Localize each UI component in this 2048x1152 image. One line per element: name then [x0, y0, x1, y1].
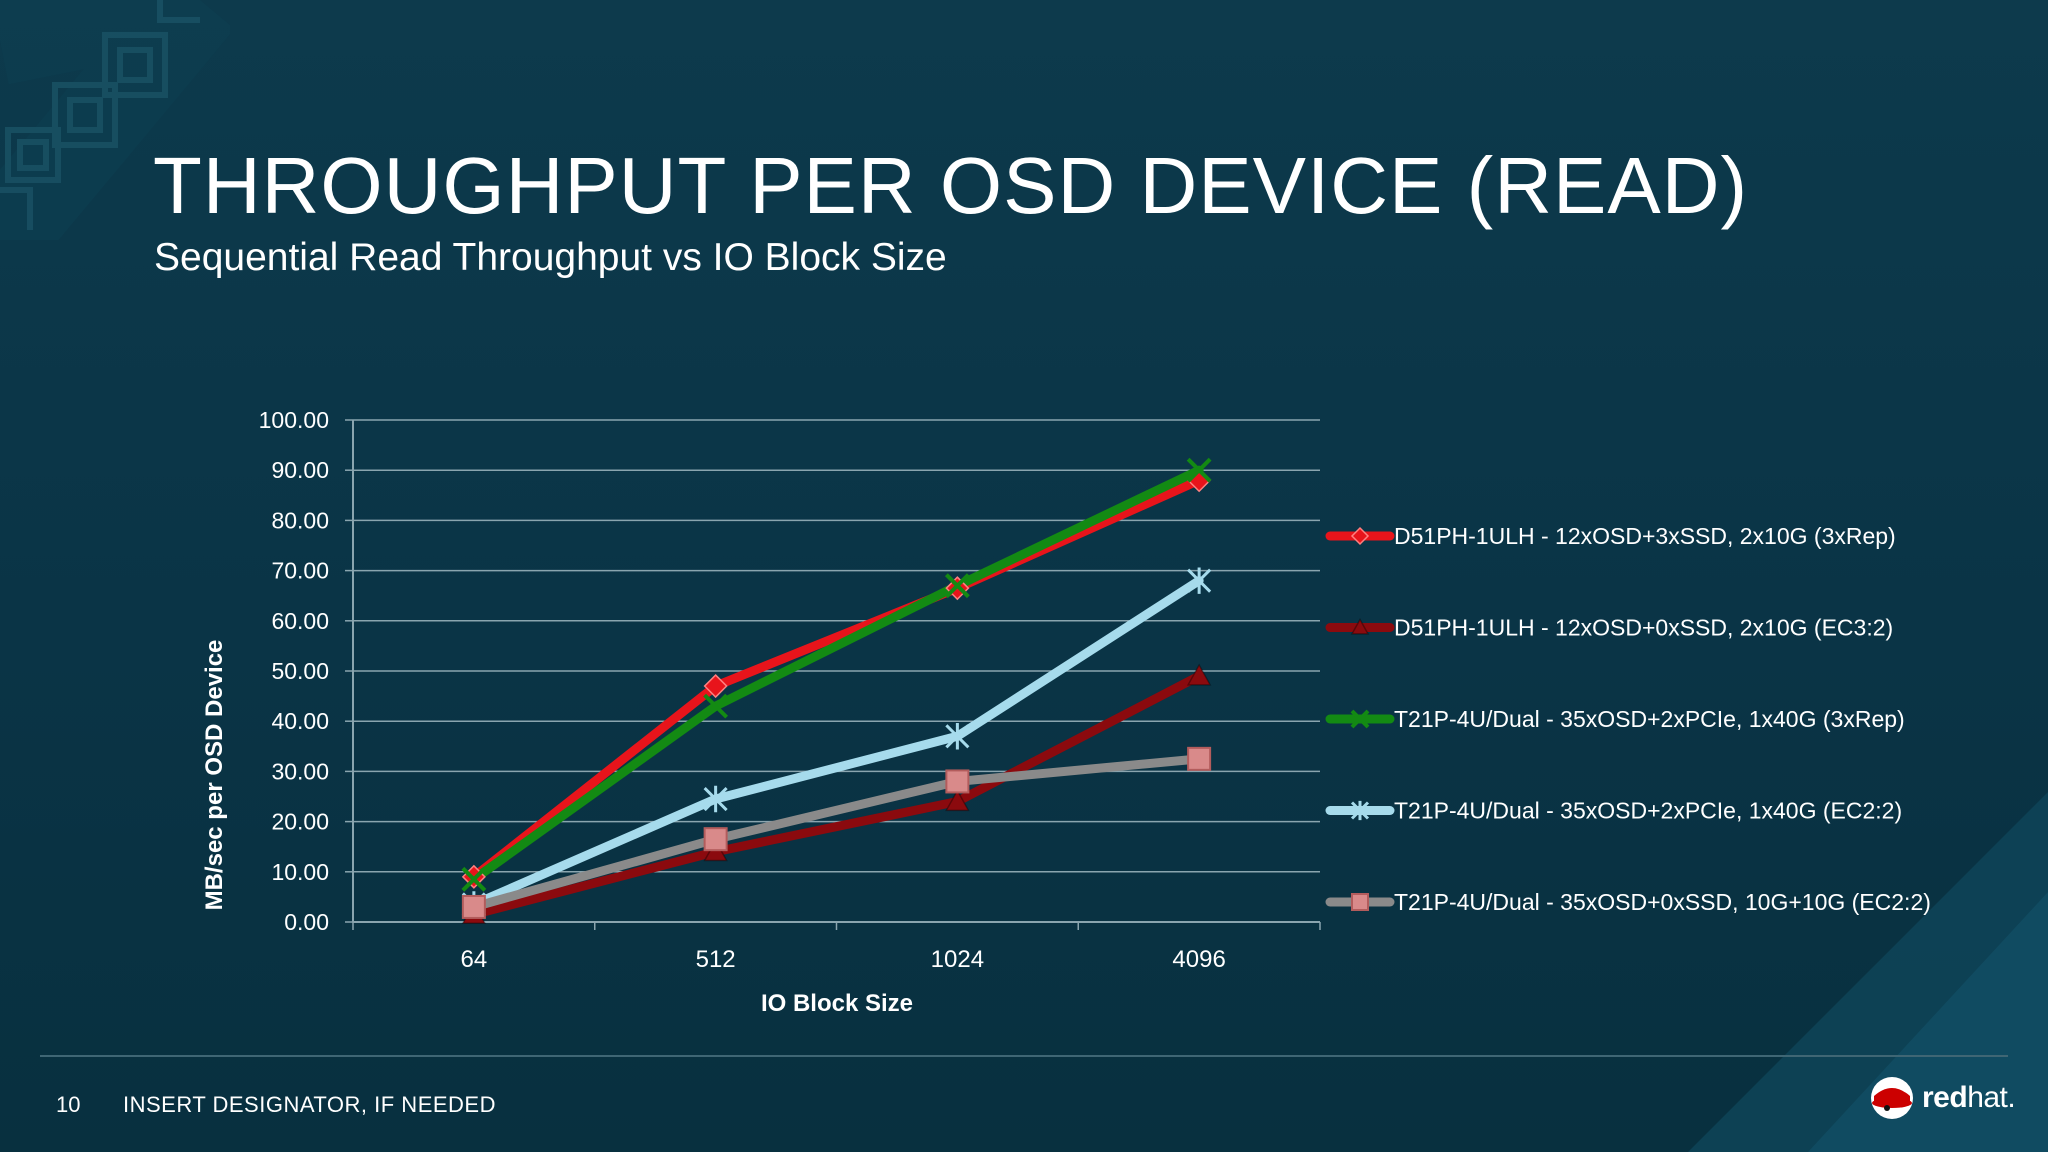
data-point-x	[1186, 457, 1212, 483]
y-tick-label: 80.00	[271, 507, 329, 533]
data-point-square	[461, 894, 486, 919]
data-point-asterisk	[1187, 567, 1212, 594]
series-line	[469, 576, 1204, 909]
data-point-triangle	[945, 788, 970, 812]
y-axis-label: MB/sec per OSD Device	[201, 640, 228, 911]
y-tick-label: 70.00	[271, 558, 329, 584]
series-line	[469, 465, 1204, 884]
footer-divider	[40, 1055, 2008, 1057]
data-point-diamond	[1350, 526, 1370, 546]
y-tick-label: 30.00	[271, 758, 329, 784]
legend-entry-label: T21P-4U/Dual - 35xOSD+2xPCIe, 1x40G (EC2…	[1394, 798, 1902, 824]
legend-entry-label: D51PH-1ULH - 12xOSD+3xSSD, 2x10G (3xRep)	[1394, 523, 1896, 549]
series-line	[469, 754, 1204, 912]
x-tick-label: 4096	[1172, 946, 1225, 973]
data-point-asterisk	[703, 785, 728, 813]
slide-subtitle: Sequential Read Throughput vs IO Block S…	[154, 236, 947, 279]
x-axis-label: IO Block Size	[761, 990, 913, 1017]
maze-pattern-decoration	[0, 0, 230, 240]
y-tick-label: 50.00	[271, 658, 329, 684]
corner-stripe-decoration	[1688, 792, 2048, 1152]
footer-designator: INSERT DESIGNATOR, IF NEEDED	[123, 1092, 496, 1117]
x-tick-label: 512	[696, 946, 736, 973]
data-point-triangle	[1186, 663, 1212, 686]
data-point-x	[703, 693, 729, 719]
data-point-diamond	[703, 673, 728, 699]
data-point-x	[944, 573, 970, 599]
redhat-shadowman-icon	[1871, 1077, 1913, 1119]
y-tick-label: 10.00	[271, 859, 329, 885]
y-tick-label: 90.00	[271, 457, 329, 483]
data-point-square	[1187, 746, 1212, 771]
y-tick-label: 20.00	[271, 809, 329, 835]
legend-entry-label: T21P-4U/Dual - 35xOSD+2xPCIe, 1x40G (3xR…	[1394, 706, 1905, 732]
data-point-square	[945, 769, 970, 794]
data-point-asterisk	[1350, 800, 1370, 821]
y-tick-label: 60.00	[271, 608, 329, 634]
legend-entry-label: T21P-4U/Dual - 35xOSD+0xSSD, 10G+10G (EC…	[1394, 889, 1931, 915]
redhat-logo: redhat.	[1870, 1076, 2016, 1120]
data-point-asterisk	[945, 723, 970, 750]
legend-entry-label: D51PH-1ULH - 12xOSD+0xSSD, 2x10G (EC3:2)	[1394, 615, 1893, 641]
y-tick-label: 40.00	[271, 708, 329, 734]
series-line	[469, 475, 1204, 882]
data-point-x	[1350, 709, 1370, 729]
redhat-wordmark: redhat.	[1922, 1081, 2016, 1114]
x-tick-label: 64	[461, 946, 488, 973]
slide-title: THROUGHPUT PER OSD DEVICE (READ)	[153, 141, 1749, 230]
data-point-triangle	[1350, 617, 1370, 635]
y-tick-label: 0.00	[284, 909, 329, 935]
data-point-square	[1351, 893, 1369, 911]
page-number: 10	[56, 1092, 81, 1117]
y-tick-label: 100.00	[259, 407, 329, 433]
data-point-x	[461, 866, 487, 892]
x-tick-label: 1024	[931, 946, 984, 973]
series-line	[469, 671, 1204, 919]
data-point-square	[703, 827, 728, 852]
